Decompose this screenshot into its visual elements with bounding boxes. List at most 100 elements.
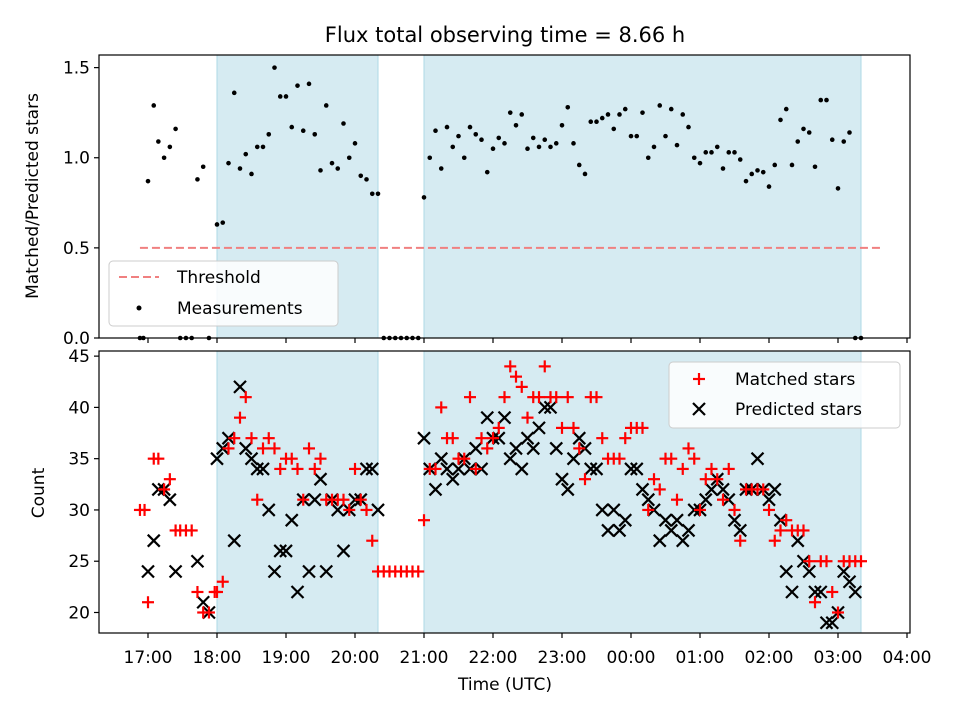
matched-star-point	[642, 503, 655, 516]
top-ytick-label: 0.0	[63, 329, 90, 349]
bottom-ytick-label: 20	[68, 603, 90, 623]
matched-star-point	[711, 473, 724, 486]
measurement-point	[161, 155, 167, 161]
measurement-point	[835, 186, 841, 191]
matched-star-point	[521, 411, 534, 424]
predicted-star-point	[555, 472, 569, 486]
matched-star-point	[550, 391, 563, 404]
matched-star-point	[757, 483, 770, 496]
bottom-xtick-label: 00:00	[607, 648, 656, 668]
measurement-point	[249, 171, 254, 177]
measurement-point	[772, 162, 778, 168]
matched-star-point	[797, 524, 810, 537]
top-panel: 0.0 0.5 1.0 1.5 Matched/Predicted stars Thr…	[23, 54, 911, 349]
measurement-point	[519, 112, 525, 117]
measurement-point	[743, 178, 749, 184]
measurement-point	[841, 139, 847, 144]
measurement-point	[640, 110, 645, 115]
predicted-star-point	[480, 410, 495, 425]
predicted-star-point	[595, 503, 610, 517]
measurement-point	[703, 150, 709, 155]
predicted-star-point	[612, 523, 627, 538]
predicted-star-point	[520, 431, 535, 445]
measurement-point	[691, 155, 697, 161]
predicted-star-point	[537, 400, 552, 415]
measurement-point	[530, 135, 536, 141]
predicted-star-point	[244, 451, 259, 466]
predicted-star-point	[196, 595, 210, 610]
measurement-point	[553, 141, 559, 146]
matched-star-point	[239, 391, 252, 404]
matched-star-point	[464, 391, 476, 404]
predicted-star-point	[808, 585, 822, 599]
predicted-star-point	[641, 492, 656, 507]
bottom-xtick-label: 01:00	[676, 648, 725, 668]
bottom-xtick-label: 19:00	[262, 648, 311, 668]
predicted-star-point	[543, 400, 558, 415]
top-ytick-label: 1.5	[63, 59, 90, 79]
legend-predicted-label: Predicted stars	[735, 400, 862, 420]
bottom-xlabel: Time (UTC)	[457, 675, 552, 695]
predicted-star-point	[267, 564, 282, 579]
measurement-point	[352, 141, 358, 146]
matched-star-point	[665, 452, 678, 465]
matched-star-point	[768, 534, 781, 547]
matched-star-point	[728, 503, 741, 516]
predicted-star-point	[727, 513, 742, 527]
measurement-point	[318, 168, 323, 173]
predicted-star-point	[284, 513, 299, 527]
predicted-star-point	[168, 564, 183, 579]
measurement-point	[329, 160, 335, 166]
measurement-point	[375, 191, 381, 197]
measurement-point	[582, 171, 588, 177]
legend-matched-label: Matched stars	[735, 370, 855, 390]
measurement-point	[456, 133, 461, 139]
matched-star-point	[211, 585, 223, 598]
measurement-point	[254, 144, 260, 150]
matched-star-point	[682, 442, 695, 455]
measurement-point	[173, 126, 178, 132]
bottom-xtick-label: 17:00	[124, 648, 173, 668]
measurement-point	[732, 150, 737, 155]
matched-star-point	[556, 421, 568, 434]
predicted-star-point	[336, 544, 351, 558]
legend-measurements-label: Measurements	[177, 299, 303, 319]
predicted-star-point	[261, 503, 276, 517]
measurement-point	[576, 162, 582, 168]
predicted-star-point	[624, 462, 638, 476]
predicted-star-point	[250, 462, 265, 476]
matched-star-point	[515, 380, 528, 393]
matched-star-point	[803, 555, 816, 568]
predicted-star-point	[589, 462, 604, 476]
matched-star-point	[774, 524, 787, 537]
measurement-point	[364, 177, 369, 182]
predicted-star-point	[532, 421, 546, 435]
matched-star-point	[262, 432, 275, 445]
measurement-point	[433, 128, 438, 134]
measurement-point	[421, 195, 427, 200]
matched-star-point	[688, 452, 701, 465]
predicted-star-point	[560, 482, 575, 497]
bottom-xtick-label: 21:00	[400, 648, 449, 668]
top-plot-frame	[98, 54, 911, 339]
legend-matched-swatch	[693, 373, 705, 385]
matched-star-point	[337, 493, 350, 506]
predicted-star-point	[790, 533, 805, 548]
predicted-star-point	[819, 615, 834, 630]
matched-star-point	[636, 421, 649, 434]
predicted-star-point	[210, 451, 224, 466]
matched-star-point	[354, 493, 367, 506]
measurement-point	[657, 103, 663, 108]
predicted-star-point	[290, 585, 305, 599]
predicted-star-point	[716, 482, 730, 497]
measurement-point	[829, 137, 835, 143]
measurement-point	[599, 115, 605, 121]
predicted-star-point	[359, 462, 374, 476]
measurement-point	[220, 220, 226, 225]
measurement-point	[231, 90, 237, 96]
matched-star-point	[538, 360, 551, 373]
matched-star-point	[349, 462, 361, 475]
matched-star-point	[366, 534, 379, 547]
measurement-point	[806, 130, 812, 135]
measurement-point	[335, 166, 341, 171]
